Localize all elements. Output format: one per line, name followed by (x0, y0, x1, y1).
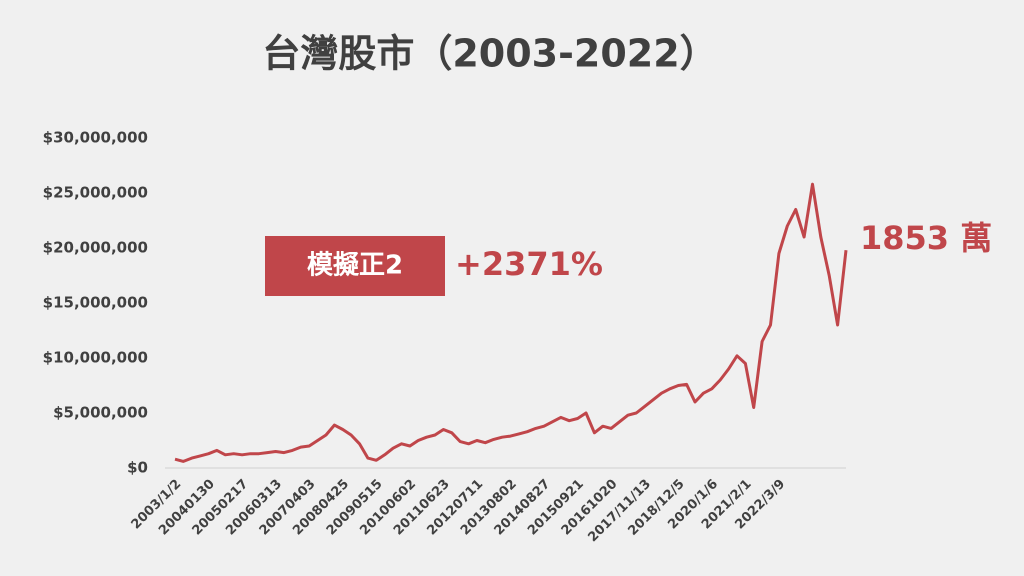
annotation: +2371% (455, 245, 603, 283)
y-tick-label: $5,000,000 (53, 404, 148, 422)
y-tick-label: $20,000,000 (43, 239, 148, 257)
chart-title: 台灣股市（2003-2022） (262, 32, 717, 76)
y-tick-label: $15,000,000 (43, 294, 148, 312)
y-tick-label: $25,000,000 (43, 184, 148, 202)
y-tick-label: $10,000,000 (43, 349, 148, 367)
annotation: 1853 萬 (860, 219, 992, 257)
line (174, 182, 848, 463)
label-box (265, 236, 445, 296)
annotation: 模擬正2 (307, 251, 403, 281)
y-tick-label: $30,000,000 (43, 129, 148, 147)
y-tick-label: $0 (127, 459, 148, 477)
